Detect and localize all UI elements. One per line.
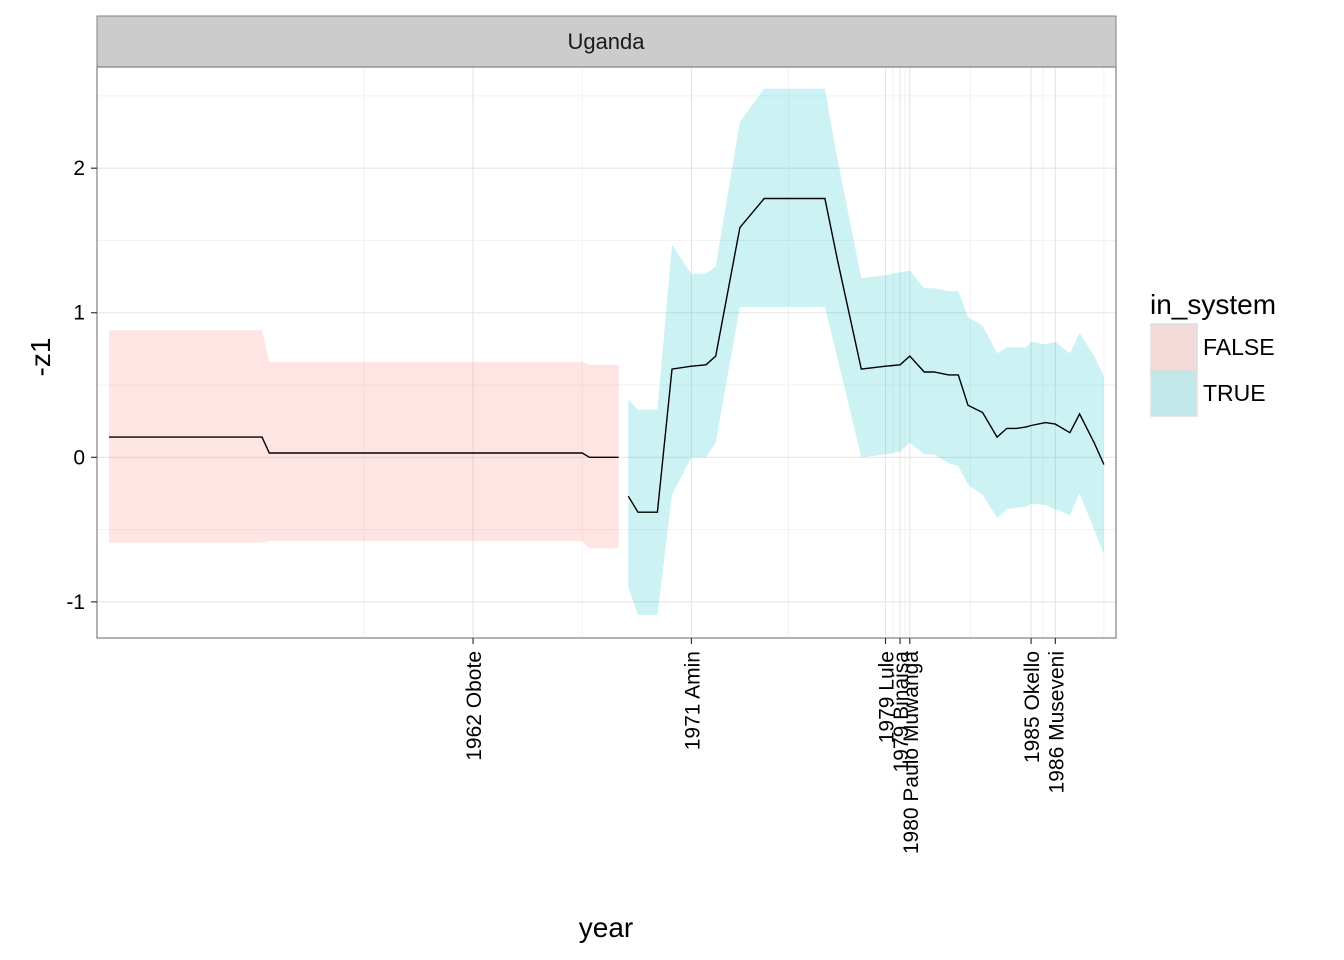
legend-swatch-false: [1152, 325, 1196, 369]
plot-panel-border: [96, 66, 1117, 639]
x-tick-label: 1985 Okello: [1021, 651, 1044, 763]
legend-label-true: TRUE: [1203, 380, 1266, 406]
y-tick-label: 0: [73, 446, 85, 469]
legend: in_system FALSE TRUE: [1150, 289, 1276, 417]
x-tick-label: 1979 Lule: [876, 651, 899, 743]
facet-label: Uganda: [567, 29, 645, 54]
x-axis-title: year: [579, 912, 633, 943]
line-layer: [109, 197, 1105, 513]
x-tick-label: 1980 Paulo Muwanga: [900, 651, 923, 854]
legend-label-false: FALSE: [1203, 334, 1275, 360]
y-axis-title: -z1: [25, 338, 56, 377]
ribbon-layer: [109, 88, 1104, 615]
series-line-false: [109, 436, 619, 458]
legend-swatch-true: [1152, 371, 1196, 415]
legend-key-true: [1150, 369, 1198, 417]
confidence-band-true: [628, 88, 1104, 615]
grid-layer: [97, 67, 1116, 638]
legend-title: in_system: [1150, 289, 1276, 320]
facet-strip: [96, 15, 1117, 68]
y-tick-label: 1: [73, 302, 85, 325]
plot-panel: [97, 67, 1116, 638]
series-line-true: [627, 197, 1105, 513]
confidence-band-false: [109, 330, 619, 549]
x-tick-label: 1962 Obote: [463, 651, 486, 761]
x-tick-label: 1986 Museveni: [1045, 651, 1068, 793]
x-tick-label: 1979 Binaisa: [890, 651, 913, 773]
y-axis: -1 0 1 2: [66, 157, 97, 614]
legend-key-false: [1150, 323, 1198, 371]
y-tick-label: -1: [66, 591, 85, 614]
y-tick-label: 2: [73, 157, 85, 180]
x-tick-label: 1971 Amin: [681, 651, 704, 750]
